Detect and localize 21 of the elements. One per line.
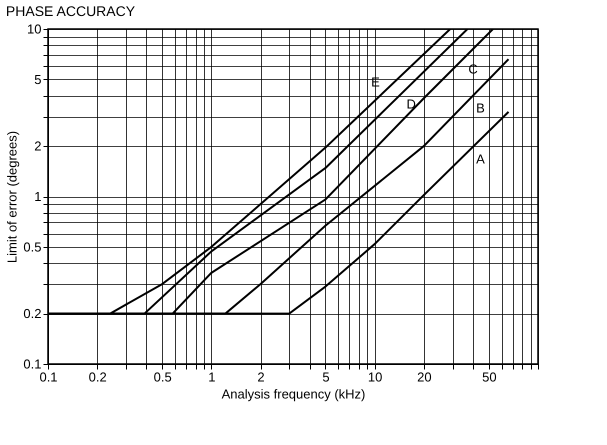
- y-tick-label: 0.1: [23, 356, 42, 372]
- series-label: A: [476, 151, 486, 166]
- y-axis-title: Limit of error (degrees): [4, 130, 20, 264]
- x-tick-label: 50: [482, 370, 497, 384]
- x-tick-label: 2: [257, 370, 265, 384]
- x-axis-title: Analysis frequency (kHz): [222, 386, 366, 402]
- y-tick-label: 5: [34, 72, 42, 87]
- x-tick-label: 5: [322, 370, 330, 384]
- y-tick-label: 10: [27, 22, 42, 36]
- y-tick-label: 0.2: [23, 306, 42, 322]
- y-tick-label: 2: [34, 138, 42, 154]
- series-label: D: [406, 96, 416, 112]
- y-tick-label: 0.5: [23, 239, 42, 254]
- x-tick-label: 10: [368, 370, 382, 384]
- chart-title: PHASE ACCURACY: [6, 3, 136, 19]
- x-tick-label: 0.2: [88, 370, 107, 384]
- x-tick-label: 20: [417, 370, 432, 384]
- series-label: B: [476, 100, 485, 116]
- x-tick-label: 1: [208, 370, 216, 384]
- x-tick-label: 0.5: [154, 370, 172, 384]
- y-tick-label: 1: [34, 189, 42, 204]
